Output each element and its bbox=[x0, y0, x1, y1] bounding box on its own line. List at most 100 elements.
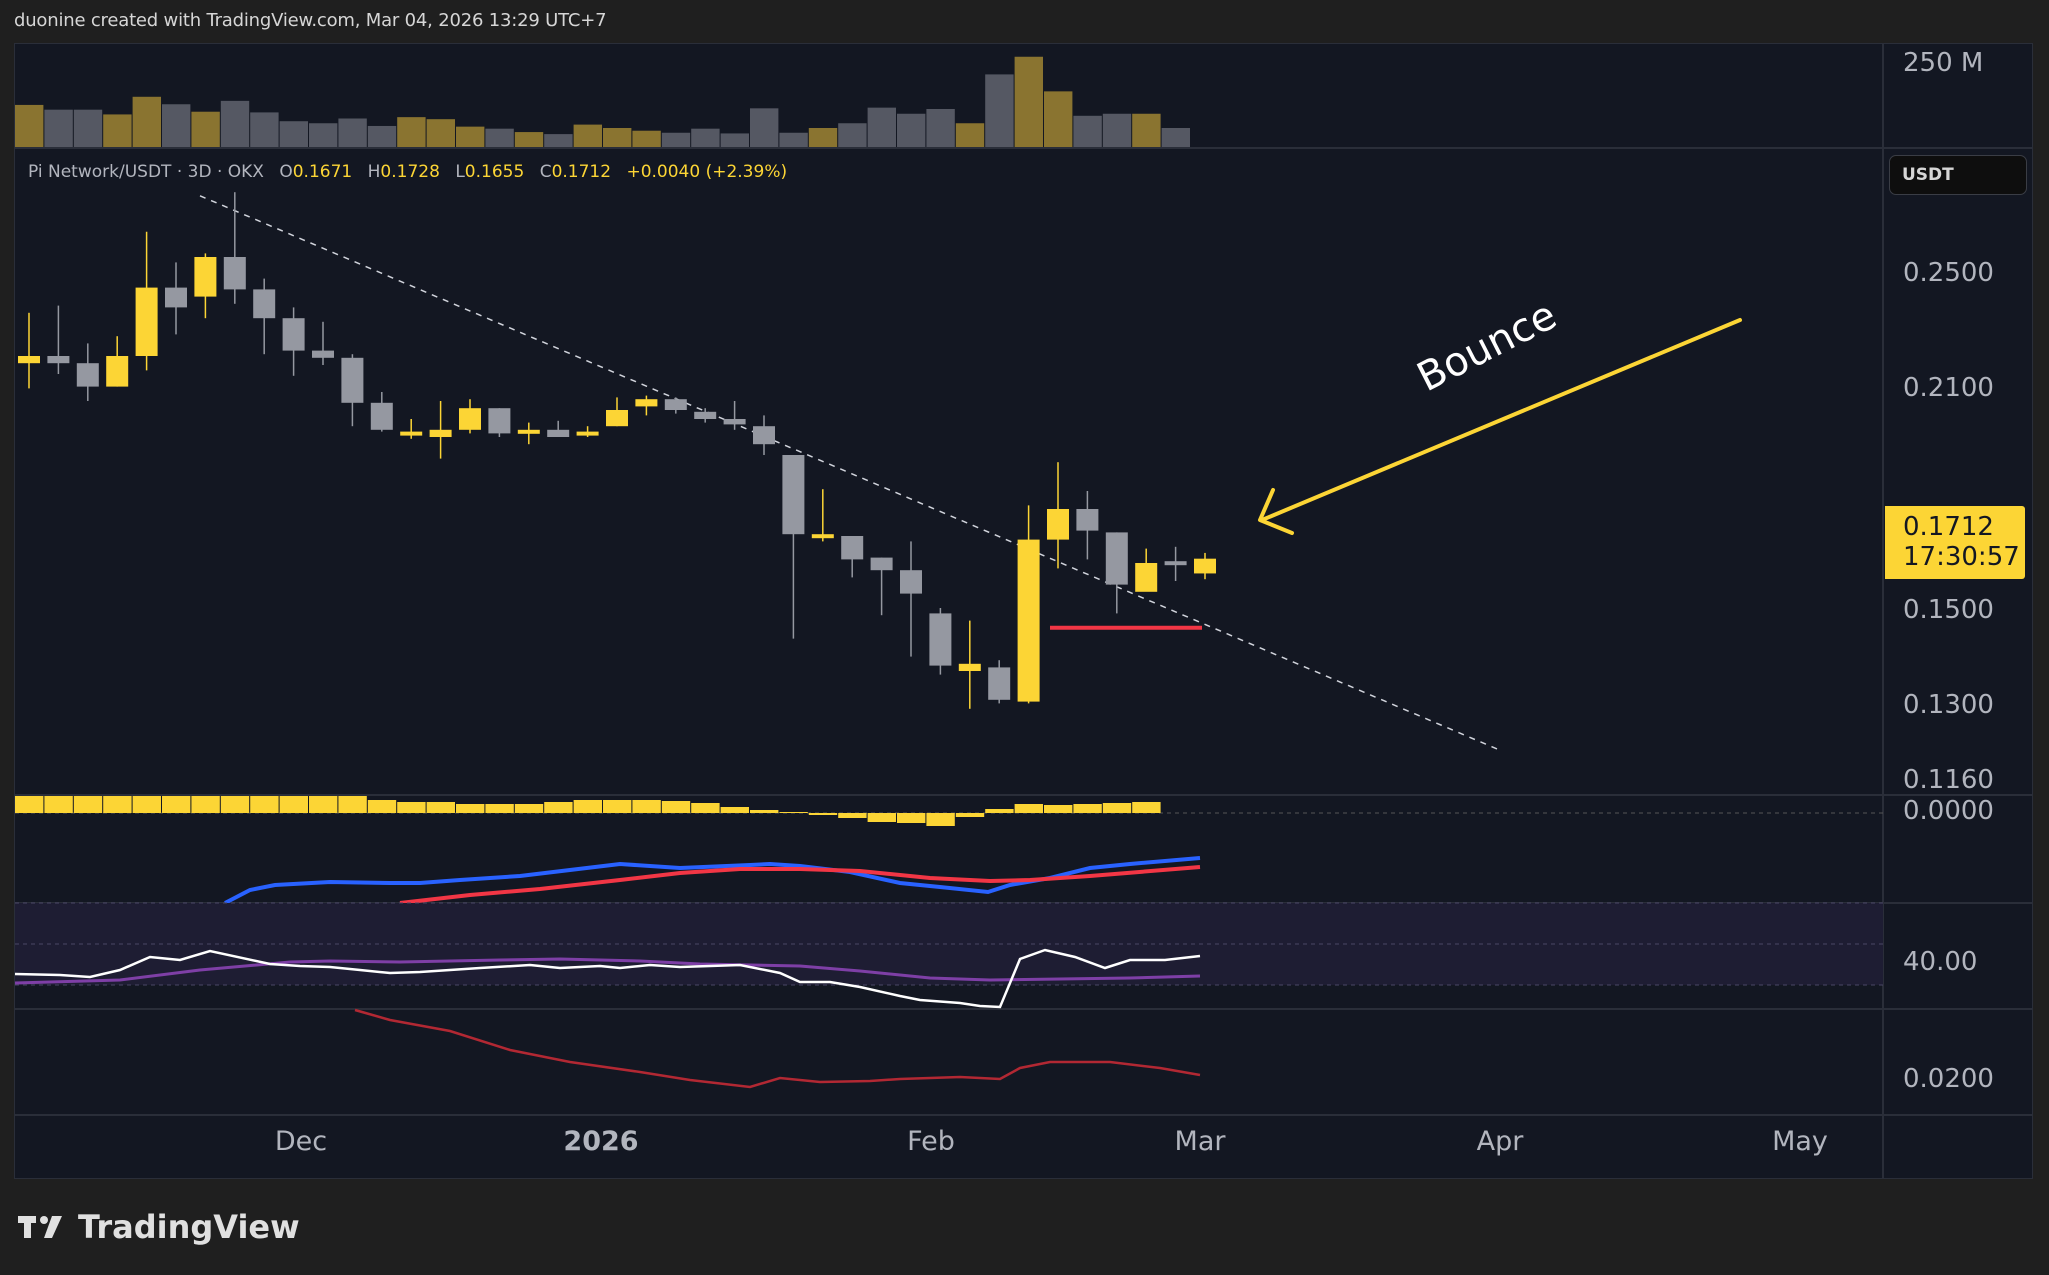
volume-bar bbox=[250, 112, 279, 147]
open-value: 0.1671 bbox=[292, 162, 353, 182]
volume-bar bbox=[838, 123, 867, 147]
volume-bar bbox=[73, 109, 103, 147]
volume-bar bbox=[426, 119, 455, 147]
volume-bar bbox=[1044, 91, 1073, 147]
volume-bar bbox=[279, 121, 308, 147]
volume-bar bbox=[162, 104, 191, 147]
macd-histogram-bar bbox=[309, 796, 338, 813]
bar-countdown: 17:30:57 bbox=[1903, 542, 2020, 572]
volume-bar bbox=[808, 128, 838, 147]
candle bbox=[1017, 539, 1040, 702]
volume-bar bbox=[15, 104, 44, 147]
volume-bar bbox=[1014, 56, 1043, 147]
macd-histogram-bar bbox=[632, 800, 661, 813]
candle bbox=[253, 289, 276, 319]
high-label: H bbox=[367, 162, 381, 182]
candle bbox=[1194, 558, 1216, 574]
time-axis-label: Feb bbox=[907, 1126, 955, 1157]
bottom-indicator-line bbox=[354, 1008, 1201, 1089]
macd-histogram-bar bbox=[1044, 805, 1073, 813]
macd-histogram-bar bbox=[426, 802, 455, 813]
macd-histogram-bar bbox=[1014, 804, 1043, 813]
logo-text: TradingView bbox=[78, 1208, 300, 1246]
macd-histogram-bar bbox=[661, 801, 691, 813]
candle bbox=[106, 356, 129, 387]
volume-bar bbox=[132, 96, 161, 147]
volume-bar bbox=[779, 132, 808, 147]
macd-histogram-bar bbox=[985, 809, 1014, 813]
macd-histogram-bar bbox=[926, 813, 955, 826]
candle bbox=[488, 408, 511, 434]
volume-bar bbox=[691, 128, 720, 147]
currency-button[interactable]: USDT bbox=[1889, 155, 2027, 195]
macd-histogram-bar bbox=[250, 796, 279, 813]
volume-bar bbox=[309, 123, 338, 147]
candle bbox=[47, 356, 70, 364]
candle bbox=[958, 663, 981, 671]
volume-bar bbox=[338, 118, 367, 147]
macd-histogram-bar bbox=[955, 813, 985, 817]
tradingview-logo-icon bbox=[18, 1216, 62, 1238]
time-axis-label: May bbox=[1772, 1126, 1828, 1157]
candle bbox=[694, 411, 717, 419]
rsi-axis-label: 40.00 bbox=[1903, 947, 1978, 977]
macd-histogram-bar bbox=[15, 796, 44, 813]
high-value: 0.1728 bbox=[380, 162, 440, 182]
close-label: C bbox=[539, 162, 552, 182]
volume-bar bbox=[456, 126, 485, 147]
macd-axis-label: 0.0000 bbox=[1903, 796, 1994, 826]
bottom-indicator-axis-label: 0.0200 bbox=[1903, 1064, 1994, 1094]
time-axis-label: Mar bbox=[1174, 1126, 1226, 1157]
macd-histogram-bar bbox=[162, 796, 191, 813]
macd-histogram-bar bbox=[191, 796, 220, 813]
volume-bar bbox=[632, 130, 661, 147]
low-label: L bbox=[455, 162, 465, 182]
candle bbox=[429, 429, 452, 437]
macd-histogram-bar bbox=[808, 813, 838, 815]
volume-bar bbox=[367, 125, 397, 147]
macd-histogram-bar bbox=[338, 796, 367, 813]
macd-histogram-bar bbox=[573, 800, 602, 813]
candle bbox=[1164, 561, 1187, 566]
symbol-label[interactable]: Pi Network/USDT · 3D · OKX bbox=[28, 162, 264, 182]
candle bbox=[811, 534, 834, 539]
price-axis-label: 0.2100 bbox=[1903, 373, 1994, 403]
candle bbox=[517, 429, 540, 434]
macd-histogram-bar bbox=[456, 804, 485, 813]
candle bbox=[606, 410, 628, 427]
volume-bar bbox=[661, 132, 691, 147]
volume-bar bbox=[603, 128, 632, 147]
volume-bar bbox=[485, 128, 514, 147]
volume-bar bbox=[1132, 113, 1161, 147]
open-label: O bbox=[279, 162, 293, 182]
macd-histogram-bar bbox=[514, 804, 544, 813]
macd-histogram-bar bbox=[838, 813, 867, 818]
macd-histogram-bar bbox=[720, 807, 749, 813]
tradingview-logo[interactable]: TradingView bbox=[18, 1208, 300, 1246]
candle bbox=[1047, 509, 1069, 540]
candle bbox=[194, 257, 217, 297]
volume-bar bbox=[514, 132, 544, 147]
candle bbox=[900, 570, 922, 594]
trendline bbox=[199, 195, 1501, 751]
volume-bar bbox=[955, 123, 985, 147]
low-value: 0.1655 bbox=[464, 162, 525, 182]
candle bbox=[841, 536, 864, 560]
candle bbox=[18, 356, 40, 364]
macd-histogram-bar bbox=[367, 800, 397, 813]
macd-histogram-bar bbox=[867, 813, 896, 822]
close-value: 0.1712 bbox=[551, 162, 612, 182]
macd-histogram-bar bbox=[750, 810, 779, 813]
change-value: +0.0040 (+2.39%) bbox=[626, 162, 788, 182]
volume-bar bbox=[544, 134, 573, 147]
candle bbox=[929, 613, 952, 666]
candle bbox=[135, 287, 158, 356]
macd-histogram-bar bbox=[220, 796, 250, 813]
candle bbox=[76, 363, 99, 387]
candle bbox=[547, 429, 570, 437]
volume-bar bbox=[750, 108, 779, 147]
candle bbox=[165, 287, 187, 308]
macd-histogram-bar bbox=[1073, 804, 1102, 813]
bounce-arrow bbox=[1260, 318, 1742, 522]
